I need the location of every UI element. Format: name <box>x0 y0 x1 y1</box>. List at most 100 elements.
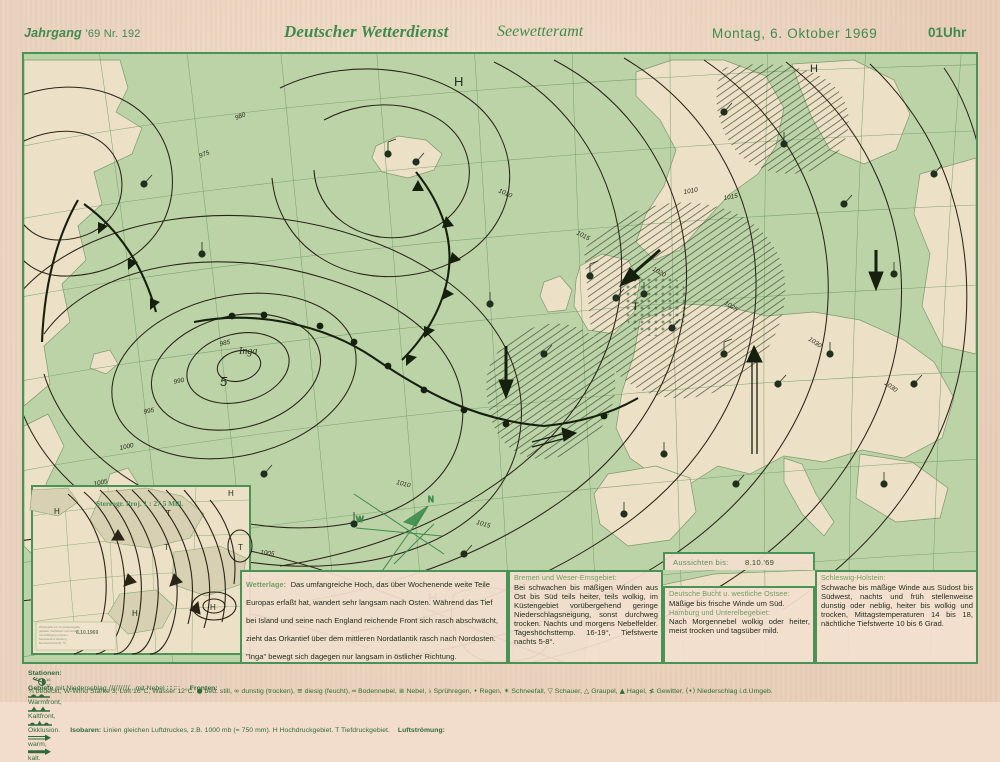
high-centre-marker: H <box>454 74 463 89</box>
legend-nearby-text: Niederschlag i.d.Umgeb. <box>697 688 773 695</box>
jahrgang-label: Jahrgang <box>24 26 82 40</box>
panel-schleswig-holstein: Schleswig-Holstein: Schwache bis mäßige … <box>815 570 978 664</box>
station-model-icon: 16 12 <box>32 677 51 688</box>
panel-wetterlage-body: Das umfangreiche Hoch, das über Wochenen… <box>246 580 499 661</box>
svg-text:H: H <box>54 507 60 516</box>
legend-hail-text: Hagel, <box>626 688 647 695</box>
isobar-label: 985 <box>219 339 231 348</box>
legend-rain-text: Regen, <box>479 688 502 695</box>
isobar-labels: 985 990 995 1000 1005 975 980 1010 1015 … <box>93 111 899 618</box>
legend-isobars-label: Isobaren: <box>70 727 102 734</box>
inset-arrows <box>111 529 201 615</box>
occlusion-icon <box>28 720 52 726</box>
inset-upper-air-chart: H H H H T T T Wiedergabe nur mit Quellen… <box>29 485 253 655</box>
jahrgang-value: '69 Nr. 192 <box>85 28 141 40</box>
fog-areas <box>622 274 690 336</box>
panel-bucht-body: Mäßige bis frische Winde um Süd. <box>669 598 785 608</box>
precip-nearby-icon: (•) <box>685 687 696 695</box>
isobar-label: 1010 <box>396 479 412 489</box>
panel-deutsche-bucht: Deutsche Bucht u. westliche Ostsee: Mäßi… <box>663 586 815 664</box>
issue-time: 01Uhr <box>928 25 966 40</box>
compass-n: N <box>428 495 434 504</box>
legend-coldflow-text: kalt. <box>28 755 41 762</box>
mist-icon: ≡ <box>296 687 303 695</box>
svg-text:Seewetteramt Hamburg,: Seewetteramt Hamburg, <box>39 637 67 641</box>
legend-areas-label: Gebiete <box>28 685 54 692</box>
isobar-label: 975 <box>198 149 211 160</box>
svg-text:T: T <box>238 543 243 552</box>
panel-hamburg-body: Nach Morgennebel wolkig oder heiter, mei… <box>669 617 810 636</box>
isobar-label: 1015 <box>475 519 491 530</box>
svg-text:H: H <box>210 603 216 612</box>
svg-text:16: 16 <box>46 677 51 682</box>
issue-time-unit: Uhr <box>943 25 967 40</box>
inset-contours <box>67 489 253 655</box>
isobar-label: 990 <box>173 377 185 386</box>
panel-bremen-weser-ems: Bremen und Weser-Emsgebiet: Bei schwache… <box>508 570 663 664</box>
snow-icon: ✶ <box>503 687 510 695</box>
legend-snow-text: Schneefall, <box>511 688 546 695</box>
isobar-label: 1010 <box>683 187 699 196</box>
forecast-panels: Aussichten bis: 8.10.'69 Wetterlage: Das… <box>240 552 978 664</box>
warm-flow-icon <box>28 734 51 741</box>
rain-icon: • <box>473 687 478 695</box>
isobar-label: 1005 <box>260 549 275 558</box>
legend-flow-label: Luftströmung: <box>397 727 445 734</box>
panel-hamburg-title: Hamburg und Unterelbegebiet: <box>669 607 771 617</box>
warm-flow-arrow <box>746 344 763 454</box>
legend-stations-label: Stationen: <box>28 670 62 677</box>
office-title: Seewetteramt <box>497 23 584 40</box>
issue-date: Montag, 6. Oktober 1969 <box>712 26 878 41</box>
svg-text:Vervielfältigung verboten.: Vervielfältigung verboten. <box>39 633 68 637</box>
svg-text:H: H <box>132 609 138 618</box>
outlook-date: 8.10.'69 <box>745 558 775 567</box>
isobar-label: 1000 <box>119 442 135 452</box>
high-centre-marker: H <box>810 63 818 75</box>
isobar-label: 1015 <box>723 193 739 202</box>
legend-fog-text: Nebel, <box>406 688 427 695</box>
fog-area-icon: ∷∷∷ <box>166 684 180 692</box>
outlook-header: Aussichten bis: 8.10.'69 <box>663 552 815 570</box>
legend-drizzle-text: Sprühregen, <box>433 688 472 695</box>
drizzle-icon: ♭ <box>428 687 432 695</box>
legend-line-1: Stationen: 16 12 ¾ bedeckt, W-Wind Stärk… <box>28 670 773 695</box>
graupel-icon: △ <box>583 687 590 695</box>
legend-warmflow-text: warm, <box>28 741 47 748</box>
legend-line-2: Gebiete mit Niederschlag ///////// , mit… <box>28 684 445 762</box>
svg-text:12: 12 <box>46 683 51 688</box>
panel-wetterlage-title: Wetterlage: <box>246 580 287 589</box>
map-legend: Stationen: 16 12 ¾ bedeckt, W-Wind Stärk… <box>22 666 978 762</box>
panel-bucht-title: Deutsche Bucht u. westliche Ostsee: <box>669 589 790 598</box>
isobar-label: 1005 <box>93 478 109 488</box>
panel-wetterlage: Wetterlage: Das umfangreiche Hoch, das ü… <box>240 570 508 664</box>
svg-text:H: H <box>228 489 234 498</box>
shower-icon: ▽ <box>547 687 553 695</box>
legend-thunder-text: Gewitter, <box>656 688 684 695</box>
svg-text:Bernhard-Nocht-Str. 76: Bernhard-Nocht-Str. 76 <box>39 641 66 645</box>
legend-warmfront-text: Warmfront, <box>28 699 62 706</box>
legend-coldfront-text: Kaltfront, <box>28 713 56 720</box>
cold-flow-arrow <box>618 248 661 287</box>
cold-flow-icon <box>28 748 51 755</box>
cold-front-icon <box>28 706 50 712</box>
issue-number: Jahrgang '69 Nr. 192 <box>24 26 141 40</box>
legend-occlusion-text: Okklusion. <box>28 727 61 734</box>
haze-icon: ∞ <box>233 687 240 695</box>
svg-text:T: T <box>164 543 169 552</box>
low-name-label: Inga <box>238 346 257 357</box>
cold-flow-arrow <box>868 250 884 292</box>
ground-fog-icon: ═ <box>351 687 357 695</box>
precip-hatch-icon: ///////// <box>108 684 130 692</box>
panel-sh-title: Schleswig-Holstein: <box>821 573 886 582</box>
calm-overcast-icon: ● <box>196 687 203 695</box>
outlook-label: Aussichten bis: <box>673 558 729 567</box>
issue-time-value: 01 <box>928 25 944 40</box>
thunderstorm-icon: ≰ <box>648 687 655 695</box>
legend-low-text: T Tiefdruckgebiet. <box>335 727 390 734</box>
fronts <box>40 171 639 428</box>
map-canvas: 985 990 995 1000 1005 975 980 1010 1015 … <box>24 54 976 662</box>
cold-front-symbols <box>98 180 461 366</box>
fog-icon: ≣ <box>398 687 405 695</box>
legend-groundfog-text: Bodennebel, <box>358 688 397 695</box>
svg-text:T: T <box>166 509 171 518</box>
